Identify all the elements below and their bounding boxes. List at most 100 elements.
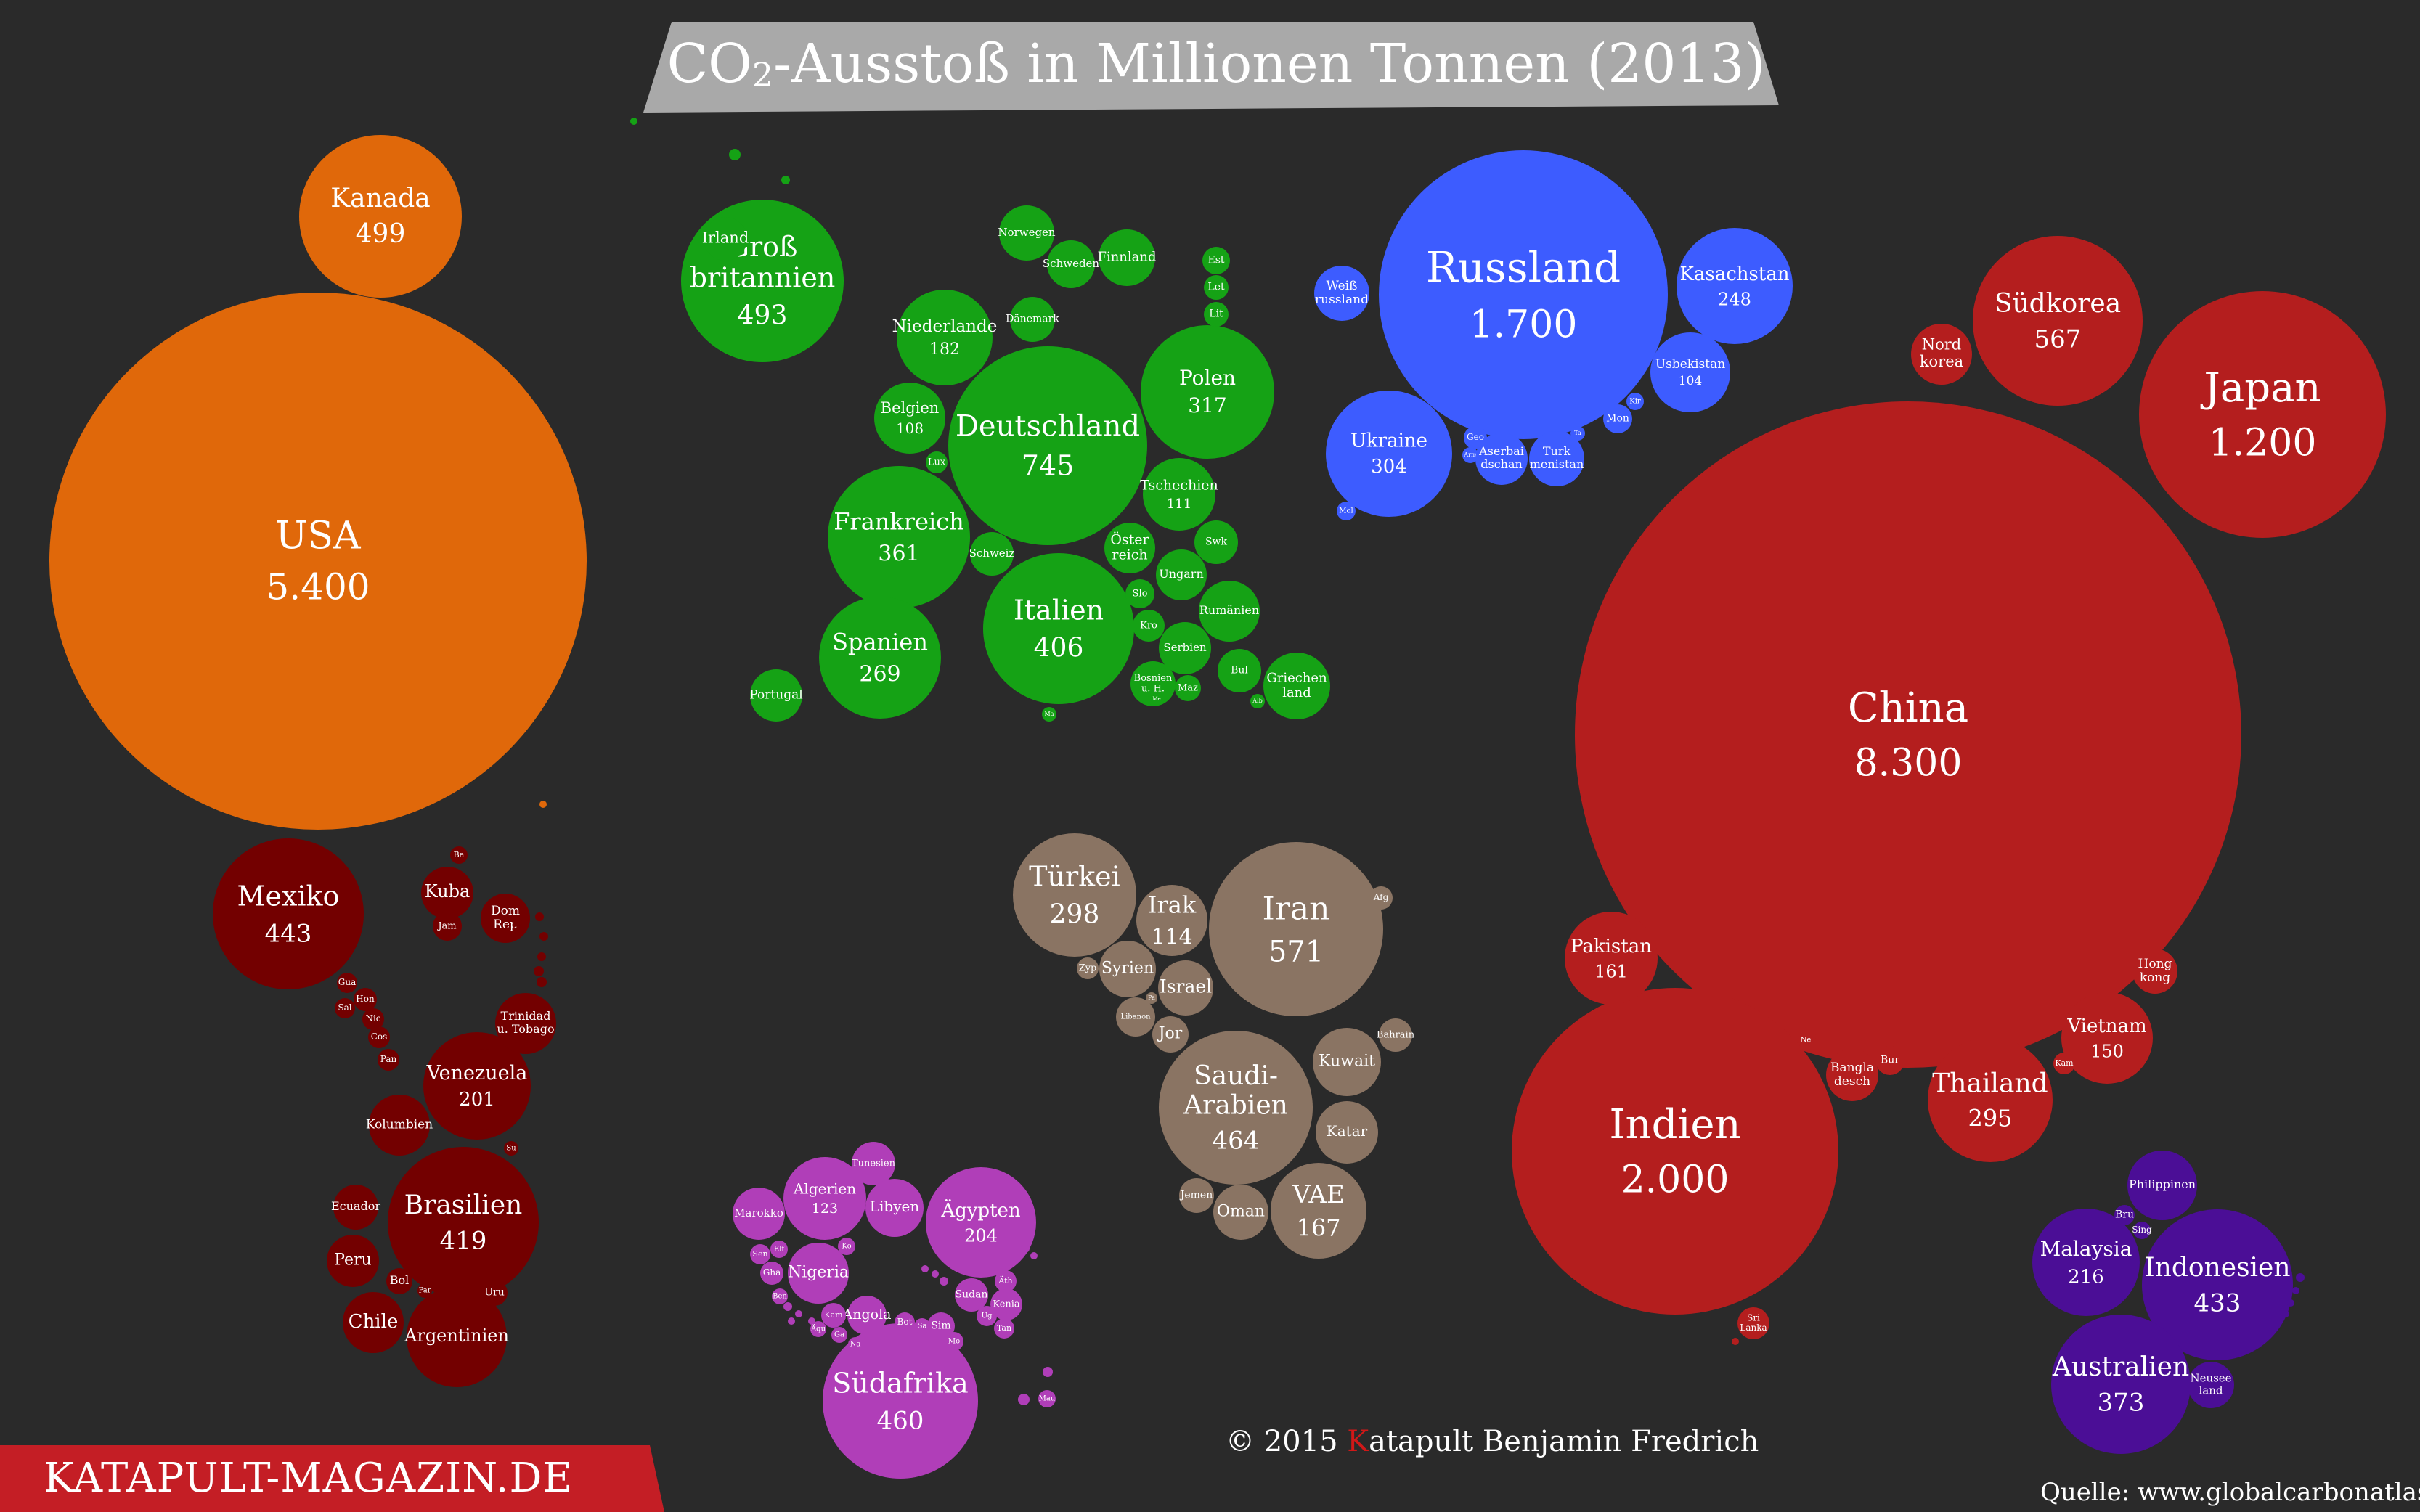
- bubble-label-algerien: Algerien: [793, 1180, 856, 1197]
- bubble-saudi-arabien: [1159, 1031, 1313, 1185]
- bubble-panama: [378, 1049, 399, 1071]
- bubble-belgien: [874, 383, 945, 454]
- bubble-kuwait: [1313, 1028, 1381, 1096]
- bubble-label-weissrussland: Weiß: [1327, 279, 1358, 293]
- bubble-label-neuseeland: land: [2199, 1384, 2223, 1397]
- minor-bubble: [2296, 1273, 2305, 1282]
- minor-bubble: [534, 966, 544, 976]
- bubble-nigeria: [788, 1243, 849, 1304]
- bubble-mazedonien: [1175, 675, 1201, 701]
- bubble-label-indonesien: Indonesien: [2144, 1253, 2290, 1283]
- bubble-label-estland: Est: [1207, 255, 1224, 266]
- bubble-griechenland: [1263, 653, 1330, 719]
- bubble-luxemburg: [926, 451, 948, 473]
- bubble-label-belgien: Belgien: [881, 399, 940, 417]
- bubble-label-philippinen: Philippinen: [2129, 1177, 2196, 1191]
- bubble-label-kroatien: Kro: [1140, 620, 1157, 631]
- bubble-vietnam: [2061, 992, 2153, 1084]
- bubble-label-libyen: Libyen: [870, 1198, 920, 1215]
- bubble-bahamas: [450, 846, 468, 864]
- bubble-label-armenien: Arm: [1463, 451, 1477, 458]
- bubble-guatemala: [337, 973, 357, 993]
- bubble-label-singapur: Sing: [2132, 1225, 2152, 1235]
- bubble-israel: [1158, 960, 1213, 1016]
- bubble-label-irak: Irak: [1148, 891, 1197, 919]
- minor-bubble: [783, 1302, 792, 1311]
- bubble-value-venezuela: 201: [459, 1089, 495, 1111]
- bubble-label-danemark: Dänemark: [1006, 314, 1059, 325]
- bubble-label-thailand: Thailand: [1932, 1068, 2048, 1098]
- bubble-label-panama: Pan: [380, 1054, 397, 1064]
- bubble-value-malaysia: 216: [2068, 1266, 2104, 1288]
- bubble-danemark: [1010, 297, 1055, 342]
- bubble-label-turkmenistan: Turk: [1543, 444, 1571, 458]
- minor-bubble: [1043, 1367, 1053, 1377]
- bubble-afghanistan: [1369, 886, 1393, 910]
- bubble-label-neuseeland: Neusee: [2190, 1372, 2231, 1385]
- bubble-bangladesch: [1826, 1049, 1878, 1101]
- bubble-brunei: [2114, 1205, 2135, 1225]
- bubble-label-bahamas: Ba: [454, 850, 465, 859]
- bubble-indonesien: [2142, 1209, 2293, 1360]
- bubble-label-sudan: Sudan: [956, 1289, 988, 1301]
- bubble-label-serbien: Serbien: [1163, 641, 1207, 654]
- bubble-kambodscha: [2053, 1053, 2075, 1074]
- bubble-label-italien: Italien: [1014, 594, 1104, 626]
- bubble-oman: [1213, 1185, 1268, 1240]
- bubble-kamerun: [821, 1303, 846, 1328]
- minor-bubble: [1018, 1394, 1030, 1405]
- minor-bubble: [1732, 1338, 1739, 1345]
- bubble-schweiz: [970, 532, 1014, 576]
- bubble-label-argentinien: Argentinien: [404, 1325, 509, 1346]
- source-credit: Quelle: www.globalcarbonatlas.com: [2040, 1478, 2420, 1507]
- bubble-label-kenia: Kenia: [993, 1299, 1020, 1309]
- bubble-label-bangladesch: Bangla: [1830, 1061, 1874, 1075]
- bubble-label-sri-lanka: Lanka: [1740, 1323, 1767, 1333]
- bubble-turkmenistan: [1529, 431, 1584, 486]
- bubble-label-vietnam: Vietnam: [2066, 1016, 2146, 1037]
- bubble-label-rumanien: Rumänien: [1199, 603, 1259, 617]
- bubble-label-tschechien: Tschechien: [1140, 478, 1218, 494]
- minor-bubble: [781, 176, 790, 184]
- bubble-label-uruguay: Uru: [484, 1287, 505, 1299]
- copyright: © 2015 Katapult Benjamin Fredrich: [1226, 1425, 1759, 1458]
- bubble-label-niederlande: Niederlande: [892, 317, 998, 336]
- bubble-value-china: 8.300: [1854, 742, 1963, 785]
- bubble-label-gabun: Ga: [834, 1331, 844, 1339]
- bubble-value-thailand: 295: [1968, 1104, 2012, 1132]
- bubble-label-kuba: Kuba: [425, 881, 470, 902]
- bubble-libanon: [1116, 997, 1155, 1037]
- bubble-label-slowenien: Slo: [1133, 588, 1148, 599]
- brand-link[interactable]: KATAPULT-MAGAZIN.DE: [44, 1455, 574, 1502]
- bubble-mongolei: [1603, 404, 1632, 433]
- bubble-label-luxemburg: Lux: [928, 457, 946, 467]
- bubble-kroatien: [1133, 610, 1165, 642]
- bubble-value-kanada: 499: [356, 219, 406, 249]
- bubble-label-senegal: Sen: [752, 1249, 767, 1259]
- bubble-label-angola: Angola: [842, 1307, 892, 1323]
- bubble-label-malaysia: Malaysia: [2040, 1237, 2132, 1261]
- minor-bubble: [940, 1277, 948, 1286]
- bubble-label-schweiz: Schweiz: [969, 547, 1015, 560]
- bubble-label-paraguay: Par: [418, 1287, 431, 1295]
- bubble-australien: [2051, 1315, 2191, 1454]
- bubble-label-israel: Israel: [1160, 976, 1212, 997]
- bubble-nepal: [1799, 1034, 1812, 1047]
- bubble-brasilien: [388, 1147, 539, 1298]
- bubble-value-vietnam: 150: [2090, 1041, 2124, 1061]
- bubble-value-usbekistan: 104: [1679, 374, 1702, 388]
- bubble-polen: [1141, 325, 1274, 459]
- bubble-bosnien-u-h: [1130, 661, 1176, 706]
- bubble-deutschland: [948, 346, 1147, 545]
- bubble-vae: [1271, 1163, 1366, 1259]
- bubble-sudkorea: [1973, 236, 2143, 406]
- bubble-albanien: [1250, 694, 1265, 708]
- bubble-label-nordkorea: Nord: [1922, 336, 1962, 354]
- bubble-russland: [1379, 150, 1668, 439]
- bubble-label-oman: Oman: [1217, 1203, 1265, 1221]
- bubble-philippinen: [2127, 1151, 2197, 1220]
- bubble-label-kamerun: Kam: [824, 1310, 843, 1320]
- bubble-sambia: [914, 1318, 930, 1334]
- bubble-tansania: [994, 1318, 1014, 1339]
- bubble-neuseeland: [2188, 1362, 2234, 1408]
